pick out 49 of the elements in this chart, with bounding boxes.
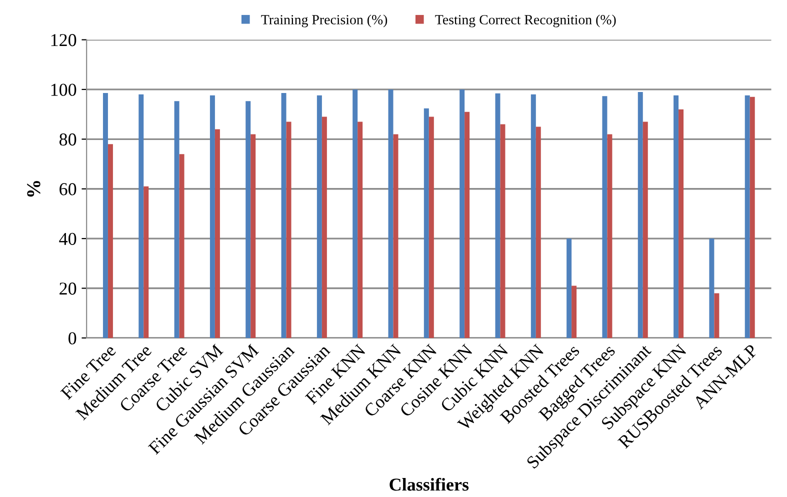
y-tick-label: 0 [68, 332, 76, 344]
bar [108, 144, 113, 338]
y-tick-label: 60 [60, 183, 76, 196]
bar [179, 154, 184, 338]
bar [144, 186, 149, 338]
bar [138, 94, 144, 338]
bar [286, 122, 292, 338]
bar [464, 112, 470, 338]
bar [750, 96, 755, 338]
bar [678, 109, 684, 338]
bar [495, 93, 500, 338]
bar [358, 122, 363, 338]
legend-label: Training Precision (%) [261, 14, 388, 28]
bar [642, 122, 648, 338]
bar [246, 101, 251, 338]
bar [174, 101, 180, 338]
bar [602, 96, 608, 338]
bar [424, 108, 429, 338]
bar [322, 116, 327, 338]
bar [709, 238, 714, 338]
bar [674, 95, 679, 338]
bar [744, 95, 750, 338]
y-tick-label: 80 [59, 133, 76, 146]
bar [607, 134, 612, 338]
bar [352, 89, 358, 338]
y-tick-label: 40 [59, 232, 76, 245]
bar [500, 124, 506, 338]
bar [388, 89, 394, 338]
bar [250, 134, 256, 338]
bar [566, 238, 572, 338]
bar [536, 126, 541, 338]
bar [460, 89, 465, 338]
bar [214, 129, 220, 338]
bar [638, 92, 643, 338]
bar [393, 134, 398, 338]
legend-label: Testing Correct Recognition (%) [435, 14, 616, 28]
bar [281, 92, 286, 338]
y-tick-label: 20 [60, 282, 76, 295]
y-axis-title: % [27, 180, 40, 197]
x-axis-title: Classifiers [390, 478, 469, 491]
bar [428, 116, 434, 338]
y-tick-label: 100 [51, 84, 76, 96]
bar [102, 92, 108, 338]
bar [210, 95, 215, 338]
bar [530, 94, 536, 338]
bar [714, 293, 720, 338]
y-tick-label: 120 [51, 34, 76, 46]
bar [572, 286, 577, 338]
bar [316, 95, 322, 338]
